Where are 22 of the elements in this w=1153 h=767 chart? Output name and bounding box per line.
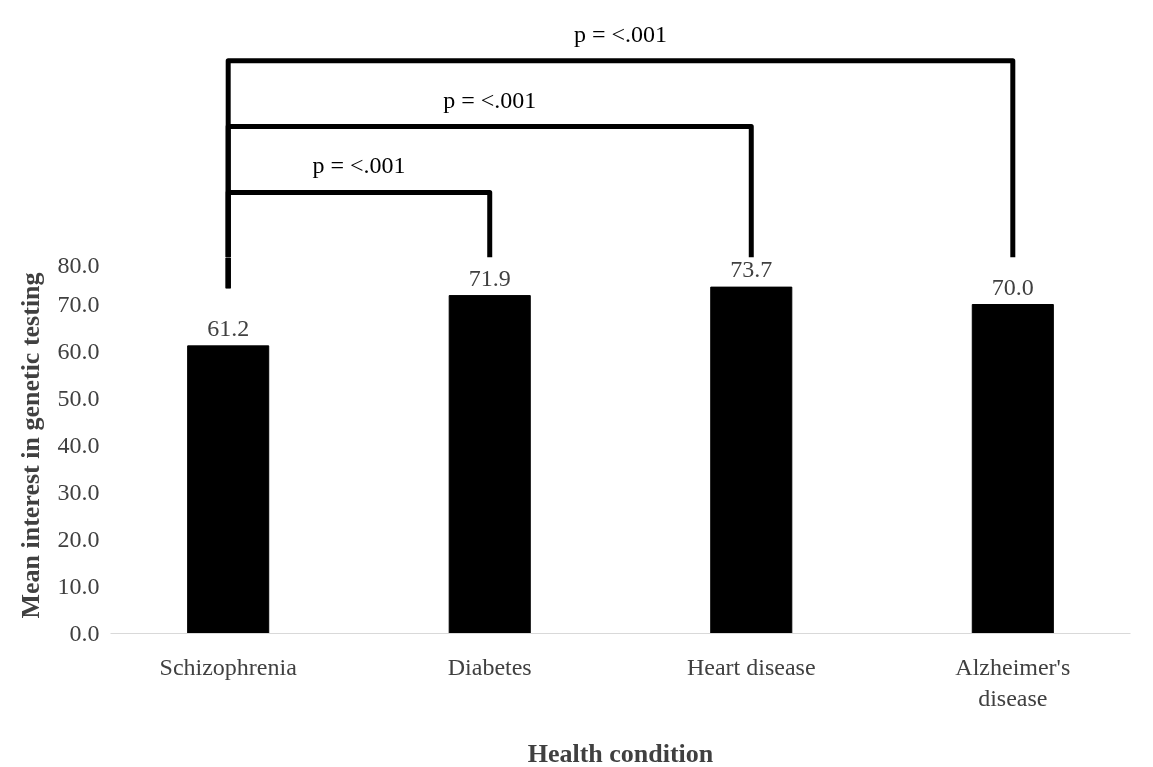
- y-tick-label: 40.0: [57, 432, 100, 458]
- text: p = <.001: [443, 86, 537, 113]
- x-tick-label: Diabetes: [447, 653, 532, 680]
- x-tick-label: Alzheimer's disease: [955, 653, 1071, 711]
- data-label: 71.9: [468, 264, 511, 291]
- x-axis-title: Health condition: [527, 738, 714, 767]
- x-tick-label: Schizophrenia: [159, 653, 298, 680]
- data-label: 73.7: [730, 256, 773, 283]
- y-tick-label: 60.0: [57, 338, 100, 364]
- y-tick-label: 50.0: [57, 385, 100, 411]
- y-tick-label: 70.0: [57, 291, 100, 317]
- x-tick-label: Heart disease: [686, 653, 816, 680]
- y-tick-label: 10.0: [57, 573, 100, 599]
- y-tick-label: 80.0: [57, 251, 100, 278]
- y-tick-label: 30.0: [57, 479, 100, 505]
- data-label: 61.2: [207, 314, 250, 341]
- y-tick-label: 0.0: [69, 620, 100, 646]
- y-tick-label: 20.0: [57, 526, 100, 552]
- y-axis-title: Mean interest in genetic testing: [15, 272, 45, 619]
- text: p = <.001: [573, 20, 668, 47]
- data-label: 70.0: [991, 273, 1034, 300]
- text: p = <.001: [312, 152, 406, 179]
